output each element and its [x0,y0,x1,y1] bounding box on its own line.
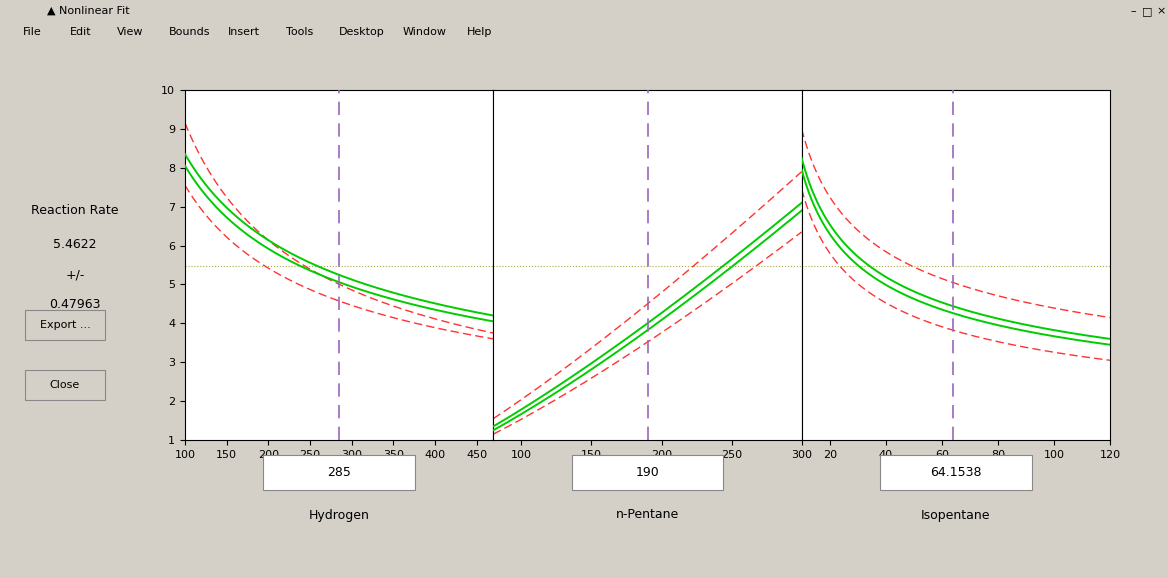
Text: 190: 190 [635,466,660,479]
Text: File: File [23,27,42,37]
Text: Reaction Rate: Reaction Rate [32,203,119,217]
Text: Export ...: Export ... [40,320,90,330]
Text: Hydrogen: Hydrogen [308,509,369,521]
Text: Tools: Tools [286,27,313,37]
Text: ×: × [1156,6,1166,16]
Text: Close: Close [50,380,81,390]
Text: □: □ [1142,6,1152,16]
Text: Isopentane: Isopentane [922,509,990,521]
Text: –: – [1131,6,1135,16]
Text: +/-: +/- [65,269,85,281]
Text: 0.47963: 0.47963 [49,298,100,312]
Text: 5.4622: 5.4622 [54,239,97,251]
Text: Window: Window [403,27,447,37]
Text: Desktop: Desktop [339,27,384,37]
Text: Bounds: Bounds [169,27,211,37]
Text: 64.1538: 64.1538 [930,466,981,479]
Text: Insert: Insert [228,27,259,37]
Text: ▲ Nonlinear Fit: ▲ Nonlinear Fit [47,6,130,16]
Text: n-Pentane: n-Pentane [616,509,679,521]
Text: 285: 285 [327,466,352,479]
Text: Edit: Edit [70,27,92,37]
Text: View: View [117,27,144,37]
Text: Help: Help [467,27,493,37]
